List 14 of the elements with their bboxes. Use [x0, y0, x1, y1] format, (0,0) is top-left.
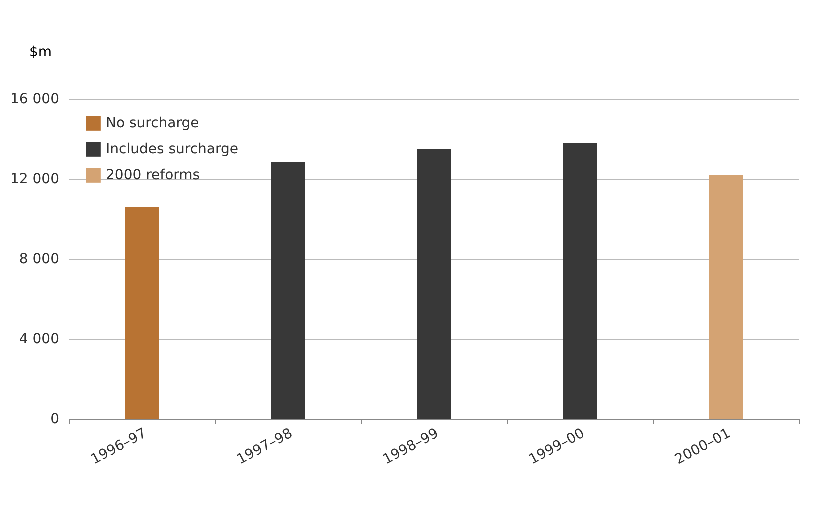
bar [125, 207, 159, 419]
legend-label: Includes surcharge [106, 142, 238, 158]
y-tick-label: 4 000 [19, 332, 60, 348]
y-axis-title: $m [30, 44, 52, 60]
bar [271, 162, 305, 419]
y-tick-label: 16 000 [10, 92, 60, 108]
legend-label: 2000 reforms [106, 168, 200, 184]
legend-label: No surcharge [106, 116, 200, 132]
bar [709, 175, 743, 419]
y-tick-label: 8 000 [19, 252, 60, 268]
y-tick-label: 12 000 [10, 172, 60, 188]
bar [563, 143, 597, 419]
bar [417, 149, 451, 419]
y-tick-label: 0 [50, 412, 60, 428]
